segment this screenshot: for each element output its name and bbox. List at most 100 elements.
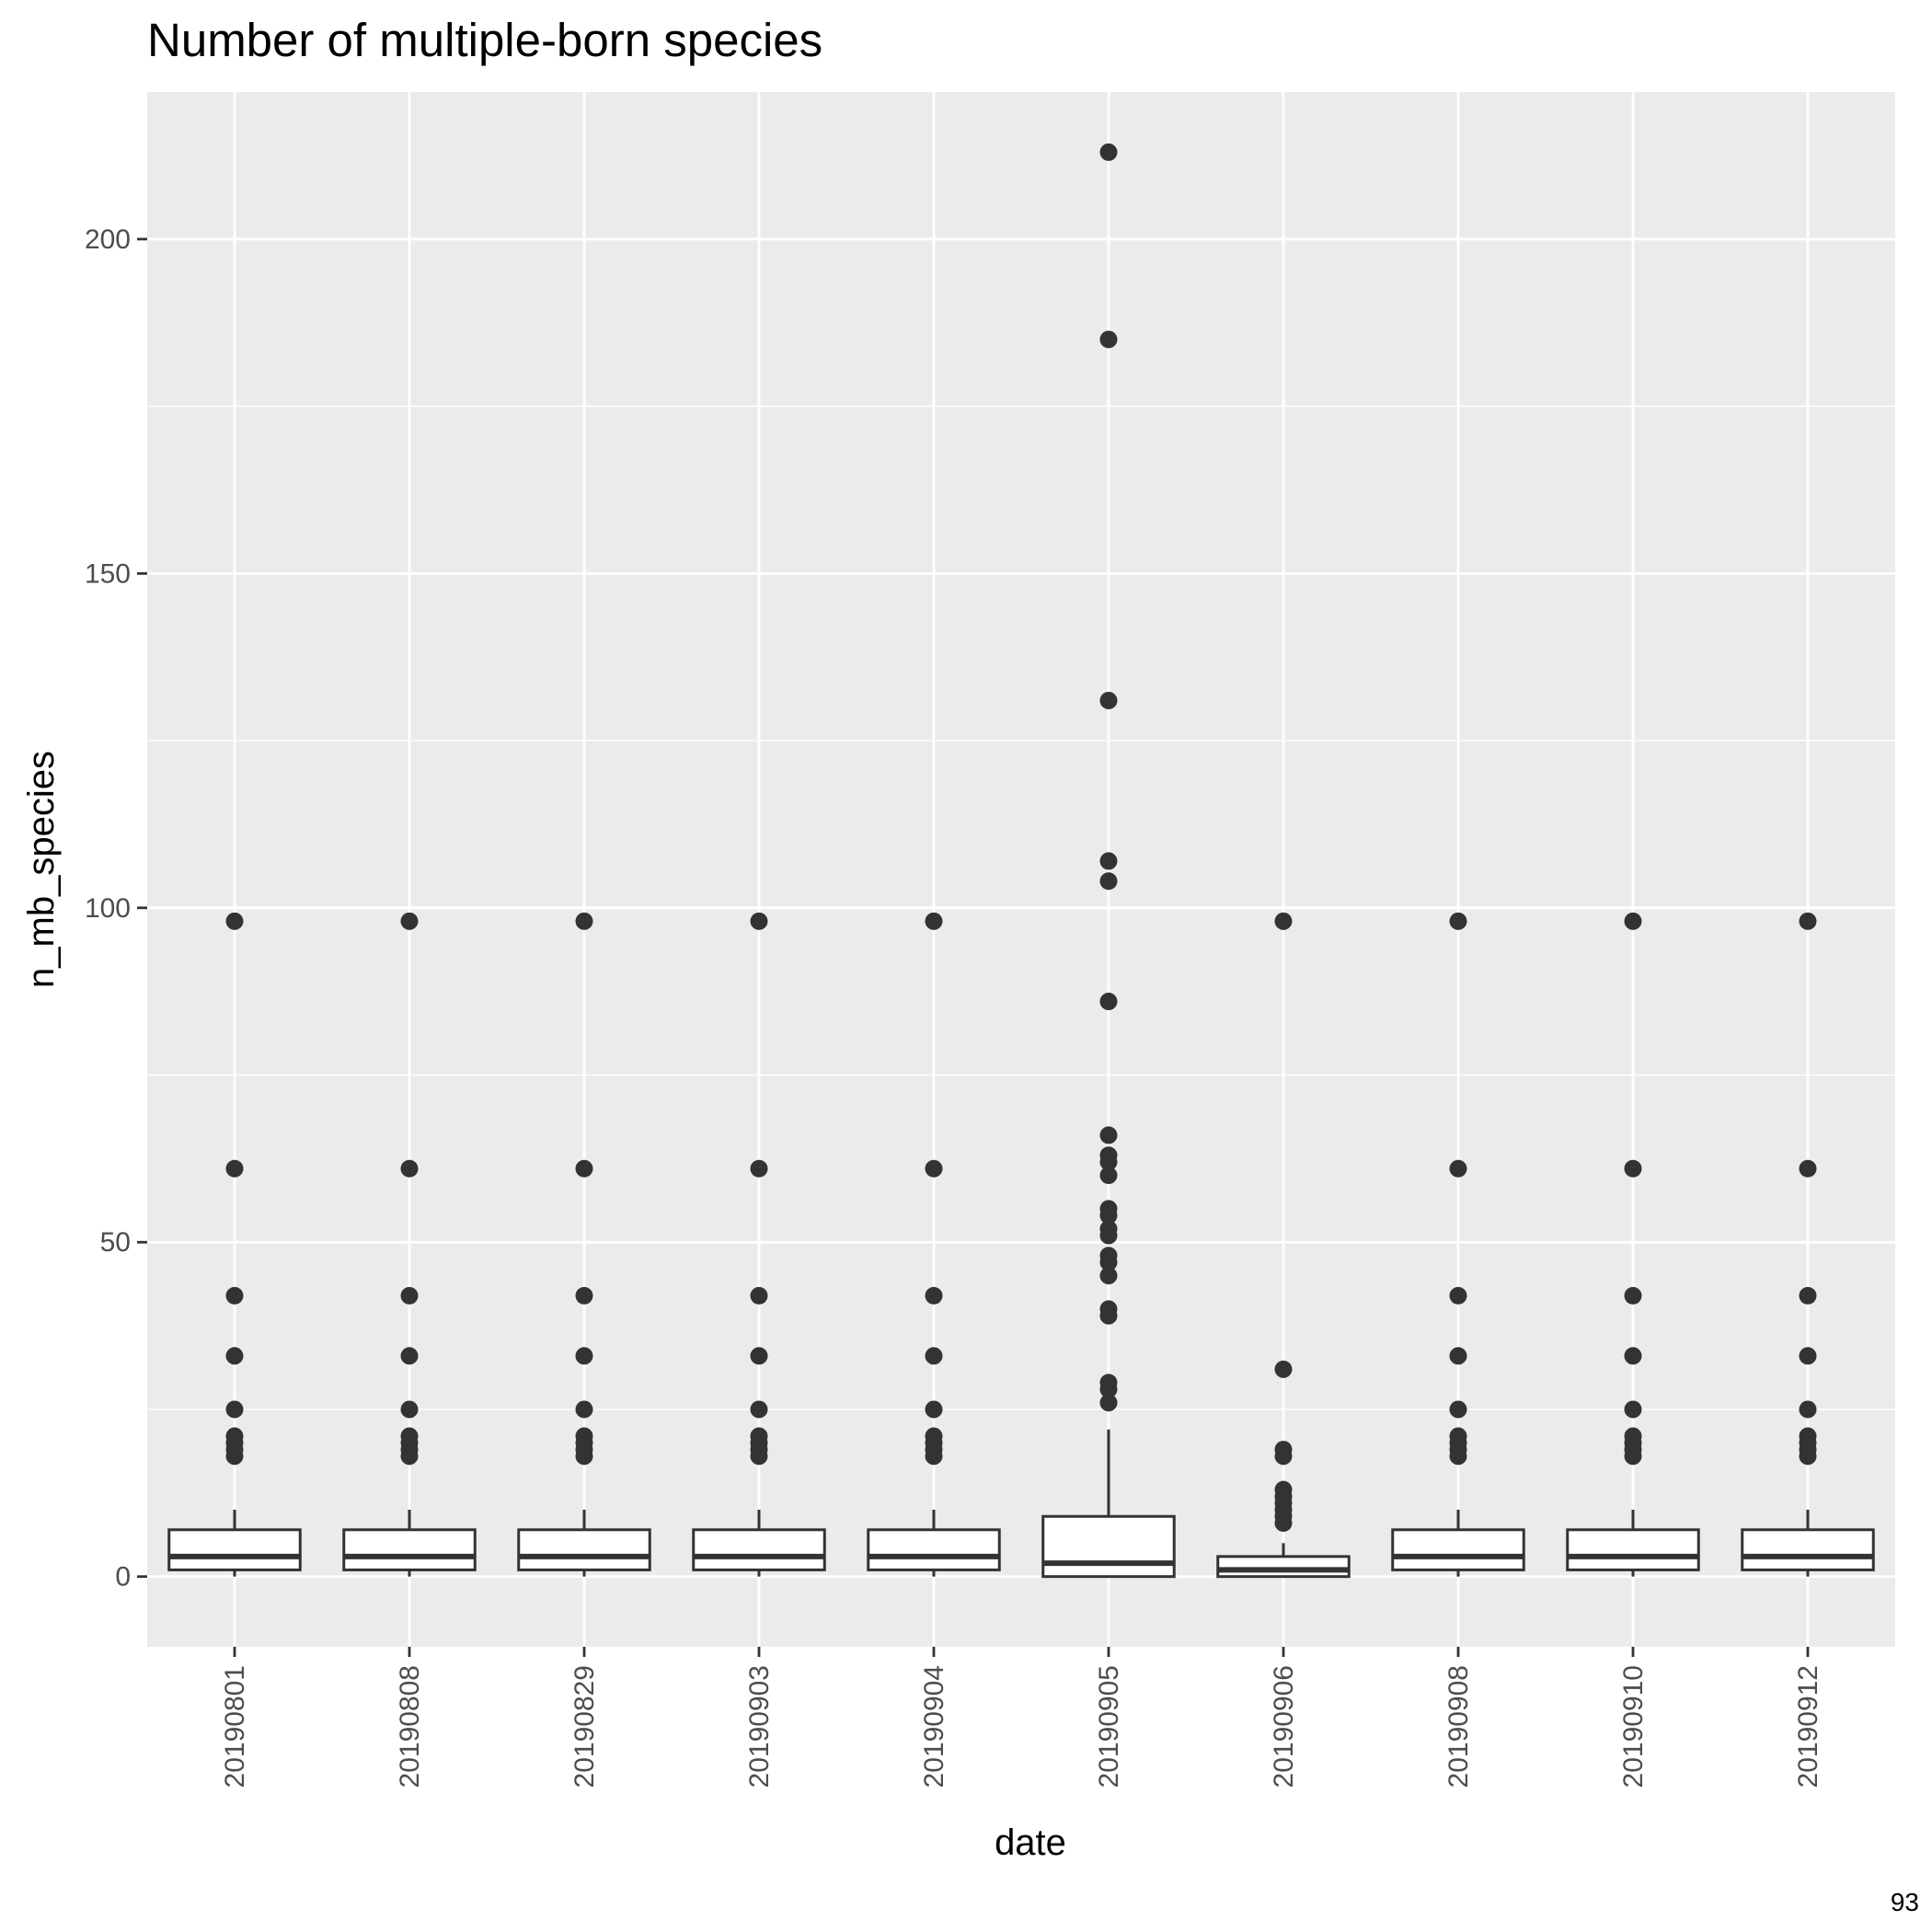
outlier-point	[925, 1400, 943, 1419]
outlier-point	[1099, 852, 1118, 870]
outlier-point	[1799, 1286, 1817, 1305]
outlier-point	[1099, 1394, 1118, 1412]
box	[517, 1528, 651, 1571]
outlier-point	[1099, 691, 1118, 709]
outlier-point	[1799, 912, 1817, 930]
box-group	[1216, 912, 1351, 1579]
x-tick-label: 20190801	[220, 1665, 250, 1788]
outlier-point	[1099, 1300, 1118, 1318]
outlier-point	[400, 1400, 419, 1419]
y-tick-label: 0	[115, 1562, 131, 1593]
outlier-point	[1624, 1347, 1642, 1365]
outlier-point	[1624, 1427, 1642, 1445]
outlier-point	[1099, 1374, 1118, 1392]
outlier-point	[400, 1159, 419, 1178]
box-group	[1391, 912, 1525, 1577]
outlier-point	[750, 912, 768, 930]
outlier-point	[400, 912, 419, 930]
outlier-point	[1274, 1441, 1293, 1459]
outlier-point	[225, 912, 244, 930]
outlier-point	[1624, 1286, 1642, 1305]
outlier-point	[575, 1159, 593, 1178]
box	[1566, 1528, 1700, 1571]
outlier-point	[400, 1427, 419, 1445]
y-axis: 0 50 100 150 200	[85, 224, 147, 1593]
outlier-point	[575, 1347, 593, 1365]
box	[1741, 1528, 1875, 1571]
x-tick-label: 20190910	[1618, 1665, 1649, 1788]
outlier-point	[575, 1427, 593, 1445]
outlier-point	[750, 1427, 768, 1445]
outlier-point	[1099, 1126, 1118, 1144]
box	[692, 1528, 826, 1571]
box	[1391, 1528, 1525, 1571]
x-tick-label: 20190905	[1094, 1665, 1124, 1788]
x-tick-label: 20190908	[1443, 1665, 1474, 1788]
outlier-point	[225, 1400, 244, 1419]
outlier-point	[1099, 1220, 1118, 1238]
outlier-point	[575, 912, 593, 930]
outlier-point	[750, 1286, 768, 1305]
box-group	[342, 912, 477, 1577]
outlier-point	[1274, 1480, 1293, 1499]
outlier-point	[225, 1347, 244, 1365]
box-group	[167, 912, 302, 1577]
outlier-point	[1449, 1347, 1467, 1365]
box	[167, 1528, 302, 1571]
y-tick-label: 200	[85, 224, 131, 255]
outlier-point	[1099, 1267, 1118, 1285]
outlier-point	[925, 912, 943, 930]
outlier-point	[1799, 1159, 1817, 1178]
outlier-point	[1099, 1167, 1118, 1185]
y-tick-label: 50	[100, 1227, 131, 1258]
outlier-point	[1449, 1427, 1467, 1445]
outlier-point	[750, 1347, 768, 1365]
box-group	[1741, 912, 1875, 1577]
x-tick-label: 20190906	[1269, 1665, 1299, 1788]
y-axis-title: n_mb_species	[21, 751, 62, 988]
outlier-point	[1099, 1200, 1118, 1218]
outlier-point	[1099, 143, 1118, 161]
outlier-point	[400, 1347, 419, 1365]
box	[1216, 1555, 1351, 1579]
outlier-point	[1624, 1159, 1642, 1178]
outlier-point	[1099, 1247, 1118, 1265]
outlier-point	[1799, 1347, 1817, 1365]
x-axis-title: date	[995, 1823, 1066, 1863]
box-series	[167, 143, 1875, 1579]
outlier-point	[1274, 1360, 1293, 1378]
outlier-point	[400, 1286, 419, 1305]
outlier-point	[1449, 1400, 1467, 1419]
outlier-point	[225, 1286, 244, 1305]
outlier-point	[1099, 1146, 1118, 1165]
outlier-point	[575, 1286, 593, 1305]
box-group	[1566, 912, 1700, 1577]
outlier-point	[1099, 872, 1118, 891]
x-tick-label: 20190808	[395, 1665, 425, 1788]
page-number: 93	[1890, 1888, 1919, 1916]
y-tick-label: 100	[85, 893, 131, 924]
box-group	[692, 912, 826, 1577]
box-group	[1041, 143, 1176, 1579]
outlier-point	[1449, 912, 1467, 930]
minor-gridlines	[147, 405, 1895, 1410]
y-tick-label: 150	[85, 558, 131, 589]
x-tick-label: 20190912	[1793, 1665, 1823, 1788]
outlier-point	[750, 1400, 768, 1419]
outlier-point	[225, 1427, 244, 1445]
outlier-point	[575, 1400, 593, 1419]
outlier-point	[1449, 1159, 1467, 1178]
outlier-point	[925, 1286, 943, 1305]
outlier-point	[750, 1159, 768, 1178]
outlier-point	[1099, 993, 1118, 1011]
x-tick-label: 20190904	[919, 1665, 949, 1788]
box	[1041, 1514, 1176, 1579]
outlier-point	[1274, 912, 1293, 930]
box	[867, 1528, 1001, 1571]
outlier-point	[225, 1159, 244, 1178]
outlier-point	[1624, 912, 1642, 930]
outlier-point	[1099, 330, 1118, 349]
outlier-point	[1799, 1400, 1817, 1419]
x-tick-label: 20190829	[569, 1665, 600, 1788]
